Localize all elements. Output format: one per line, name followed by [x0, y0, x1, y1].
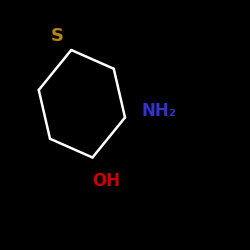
Text: NH₂: NH₂	[141, 102, 176, 120]
Text: S: S	[51, 27, 64, 45]
Text: OH: OH	[92, 172, 120, 190]
